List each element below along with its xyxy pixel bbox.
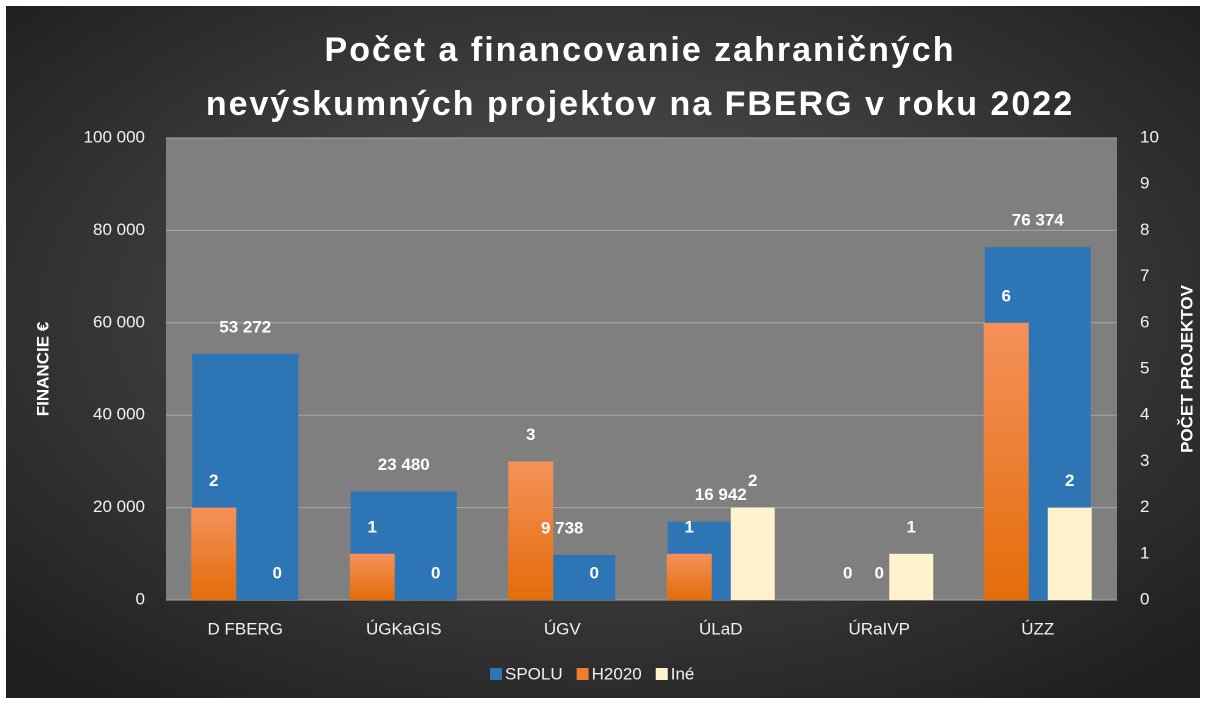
bar bbox=[666, 553, 712, 600]
data-label: 0 bbox=[273, 563, 282, 582]
bar bbox=[1047, 507, 1092, 600]
data-label: 9 738 bbox=[541, 518, 584, 537]
bar bbox=[508, 461, 554, 600]
x-tick-label: D FBERG bbox=[207, 619, 283, 638]
legend-swatch bbox=[655, 668, 668, 680]
y2-tick-label: 0 bbox=[1140, 589, 1149, 608]
y-tick-label: 40 000 bbox=[93, 405, 145, 424]
y2-tick-label: 7 bbox=[1140, 266, 1149, 285]
legend-label: H2020 bbox=[592, 664, 642, 683]
y2-tick-label: 1 bbox=[1140, 543, 1149, 562]
legend-label: Iné bbox=[671, 664, 695, 683]
data-label: 16 942 bbox=[695, 485, 747, 504]
bar bbox=[191, 507, 237, 600]
data-label: 1 bbox=[368, 517, 377, 536]
y-tick-label: 20 000 bbox=[93, 497, 145, 516]
y-tick-label: 100 000 bbox=[84, 127, 145, 146]
data-label: 0 bbox=[875, 563, 884, 582]
data-label: 0 bbox=[431, 563, 440, 582]
bar bbox=[349, 553, 395, 600]
y-tick-label: 60 000 bbox=[93, 312, 145, 331]
legend-label: SPOLU bbox=[505, 664, 563, 683]
y2-axis-label: POČET PROJEKTOV bbox=[1177, 284, 1196, 452]
y-tick-label: 0 bbox=[136, 589, 145, 608]
y2-tick-label: 2 bbox=[1140, 497, 1149, 516]
x-tick-label: ÚGKaGIS bbox=[366, 619, 442, 638]
y2-tick-label: 6 bbox=[1140, 312, 1149, 331]
y2-tick-label: 5 bbox=[1140, 358, 1149, 377]
y2-tick-label: 3 bbox=[1140, 451, 1149, 470]
data-label: 6 bbox=[1002, 286, 1011, 305]
data-label: 2 bbox=[209, 471, 218, 490]
x-tick-label: ÚLaD bbox=[699, 619, 742, 638]
data-label: 0 bbox=[590, 563, 599, 582]
y2-tick-label: 10 bbox=[1140, 127, 1159, 146]
y-axis-label: FINANCIE € bbox=[33, 321, 52, 416]
legend-swatch bbox=[576, 668, 589, 680]
legend-swatch bbox=[490, 668, 502, 680]
chart-title: Počet a financovanie zahraničných bbox=[325, 31, 956, 69]
data-label: 3 bbox=[526, 425, 535, 444]
bar bbox=[983, 322, 1029, 600]
plot-area bbox=[166, 138, 1117, 600]
y-tick-label: 80 000 bbox=[93, 220, 145, 239]
x-tick-label: ÚGV bbox=[544, 619, 582, 638]
data-label: 76 374 bbox=[1012, 211, 1065, 230]
data-label: 53 272 bbox=[219, 317, 271, 336]
y2-tick-label: 8 bbox=[1140, 220, 1149, 239]
x-tick-label: ÚZZ bbox=[1021, 619, 1054, 638]
y2-tick-label: 9 bbox=[1140, 174, 1149, 193]
chart-title: nevýskumných projektov na FBERG v roku 2… bbox=[206, 85, 1074, 123]
data-label: 23 480 bbox=[378, 455, 430, 474]
data-label: 0 bbox=[843, 563, 852, 582]
data-label: 1 bbox=[685, 517, 694, 536]
y2-tick-label: 4 bbox=[1140, 405, 1149, 424]
data-label: 1 bbox=[907, 517, 916, 536]
data-label: 2 bbox=[1065, 471, 1074, 490]
data-label: 2 bbox=[748, 471, 757, 490]
bar bbox=[889, 553, 934, 600]
bar bbox=[730, 507, 775, 600]
x-tick-label: ÚRaIVP bbox=[849, 619, 910, 638]
